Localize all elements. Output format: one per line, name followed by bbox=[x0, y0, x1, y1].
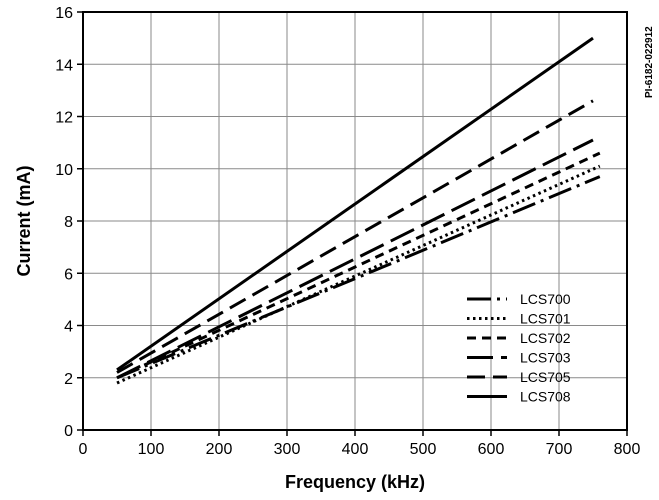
legend-label-lcs703: LCS703 bbox=[520, 350, 571, 366]
x-tick-label: 100 bbox=[138, 441, 165, 458]
x-tick-label: 200 bbox=[206, 441, 233, 458]
x-tick-label: 400 bbox=[342, 441, 369, 458]
legend-label-lcs708: LCS708 bbox=[520, 389, 571, 405]
legend-label-lcs700: LCS700 bbox=[520, 291, 571, 307]
y-tick-label: 2 bbox=[64, 371, 73, 388]
x-tick-label: 800 bbox=[614, 441, 641, 458]
x-axis-title: Frequency (kHz) bbox=[285, 472, 425, 492]
y-tick-label: 8 bbox=[64, 214, 73, 231]
legend-label-lcs702: LCS702 bbox=[520, 330, 571, 346]
x-tick-label: 700 bbox=[546, 441, 573, 458]
y-tick-label: 0 bbox=[64, 423, 73, 440]
y-tick-label: 6 bbox=[64, 266, 73, 283]
legend-label-lcs705: LCS705 bbox=[520, 369, 571, 385]
series-lines bbox=[116, 36, 601, 385]
legend-label-lcs701: LCS701 bbox=[520, 311, 571, 327]
y-tick-label: 10 bbox=[55, 162, 73, 179]
grid bbox=[83, 12, 627, 430]
x-tick-label: 600 bbox=[478, 441, 505, 458]
y-tick-label: 14 bbox=[55, 57, 73, 74]
x-tick-label: 500 bbox=[410, 441, 437, 458]
series-line-lcs701 bbox=[116, 164, 601, 385]
series-line-lcs702 bbox=[116, 151, 601, 380]
x-tick-label: 300 bbox=[274, 441, 301, 458]
y-tick-label: 12 bbox=[55, 110, 73, 127]
x-tick-label: 0 bbox=[79, 441, 88, 458]
y-tick-label: 16 bbox=[55, 5, 73, 22]
series-line-lcs700 bbox=[116, 175, 601, 380]
figure-id-label: PI-6182-022912 bbox=[644, 26, 655, 98]
axis-ticks: 0 100 200 300 400 500 600 700 800 0 2 4 6 8 10 12 14 16 bbox=[55, 5, 640, 458]
y-axis-title: Current (mA) bbox=[14, 165, 34, 276]
series-line-lcs708 bbox=[116, 36, 594, 372]
legend: LCS700 LCS701 LCS702 LCS703 LCS705 LCS708 bbox=[467, 291, 571, 405]
series-line-lcs705 bbox=[116, 99, 594, 374]
series-line-lcs703 bbox=[116, 138, 594, 380]
y-tick-label: 4 bbox=[64, 319, 73, 336]
